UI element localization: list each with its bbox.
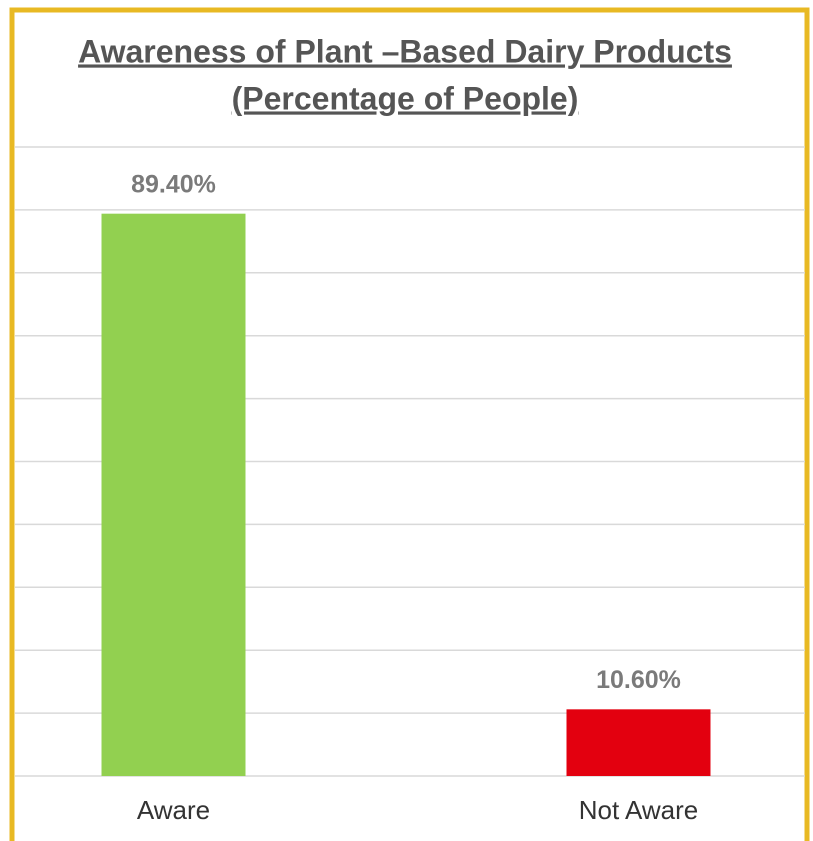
- bar: [566, 709, 711, 776]
- chart-subtitle: (Percentage of People): [232, 80, 579, 116]
- value-label: 10.60%: [596, 666, 681, 694]
- chart-title: Awareness of Plant –Based Dairy Products: [78, 33, 732, 69]
- bar: [101, 213, 246, 776]
- value-label: 89.40%: [131, 170, 216, 198]
- x-tick-label: Not Aware: [579, 795, 698, 825]
- frame: [9, 7, 810, 841]
- x-tick-label: Aware: [137, 795, 210, 825]
